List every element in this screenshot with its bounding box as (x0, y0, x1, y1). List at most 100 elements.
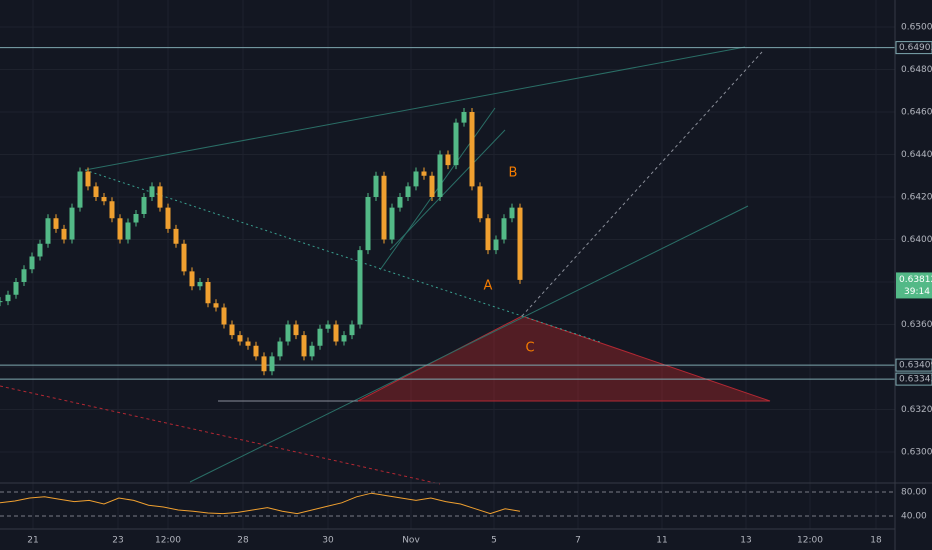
candle (157, 186, 163, 208)
candle (29, 256, 35, 270)
current-price-tag (896, 272, 932, 299)
level-tag (895, 372, 932, 386)
channel-line (389, 129, 506, 251)
candle (509, 207, 515, 219)
rsi-tick-label: 80.00 (901, 488, 927, 498)
candle (213, 303, 219, 308)
candle (173, 228, 179, 244)
candle (85, 171, 91, 187)
candle (77, 171, 83, 208)
candle (37, 243, 43, 257)
rsi-tick-label: 40.00 (901, 512, 927, 522)
candle (477, 186, 483, 219)
time-tick-label: 30 (322, 536, 334, 546)
candle (341, 335, 347, 342)
candle (45, 218, 51, 244)
candle (149, 186, 155, 197)
candle (429, 175, 435, 197)
candle (53, 218, 59, 229)
candle (141, 197, 147, 214)
candle (301, 335, 307, 357)
level-tag (895, 41, 932, 55)
wave-label: A (484, 279, 493, 294)
candle (69, 207, 75, 240)
candle (189, 271, 195, 287)
candle (109, 201, 115, 219)
candle (349, 324, 355, 336)
candles (0, 108, 523, 376)
candle (261, 356, 267, 372)
candle (365, 197, 371, 251)
candle (205, 282, 211, 304)
candle (117, 218, 123, 240)
countdown: 39:14 (904, 287, 930, 297)
time-tick-label: 21 (27, 536, 38, 546)
time-tick-label: 23 (112, 536, 123, 546)
candle (421, 171, 427, 176)
candle (357, 250, 363, 325)
candle (437, 154, 443, 197)
candle (269, 356, 275, 372)
time-tick-label: 11 (656, 536, 667, 546)
candle (381, 175, 387, 240)
rsi-line (0, 492, 521, 515)
candle (445, 154, 451, 166)
candle (461, 112, 467, 123)
candle (197, 282, 203, 287)
candle (309, 345, 315, 357)
trendline (521, 315, 601, 343)
level-label: 0.64903 (899, 43, 932, 53)
candle (5, 294, 11, 302)
candle (13, 282, 19, 295)
current-price: 0.63812 (899, 275, 932, 285)
candle (493, 239, 499, 251)
wave-label: C (525, 341, 534, 356)
candle (133, 214, 139, 223)
rsi-pane (0, 491, 895, 517)
level-label: 0.63409 (899, 361, 932, 371)
candle (285, 324, 291, 342)
candle (469, 112, 475, 187)
grid (0, 0, 895, 529)
candle (325, 324, 331, 329)
time-tick-label: 12:00 (797, 536, 823, 546)
candle (373, 175, 379, 197)
candle (253, 345, 259, 357)
time-tick-label: 18 (870, 536, 882, 546)
candle (245, 341, 251, 346)
candle (501, 218, 507, 240)
candle (405, 186, 411, 197)
candle (333, 324, 339, 342)
candle (517, 207, 523, 280)
candle (317, 328, 323, 346)
candle (0, 301, 3, 303)
candle (221, 307, 227, 325)
candle (237, 335, 243, 342)
candle (93, 186, 99, 197)
level-tag (895, 358, 932, 372)
time-tick-label: 28 (237, 536, 249, 546)
candle (397, 197, 403, 208)
candle (277, 341, 283, 357)
levels (0, 47, 895, 380)
candle (21, 269, 27, 282)
candle (413, 171, 419, 187)
candle (453, 122, 459, 166)
trendline (84, 46, 746, 171)
candle (229, 324, 235, 336)
candle (293, 324, 299, 336)
channel-line (189, 205, 749, 483)
candle (389, 207, 395, 240)
time-tick-label: 13 (740, 536, 751, 546)
wave-label: B (509, 166, 518, 181)
